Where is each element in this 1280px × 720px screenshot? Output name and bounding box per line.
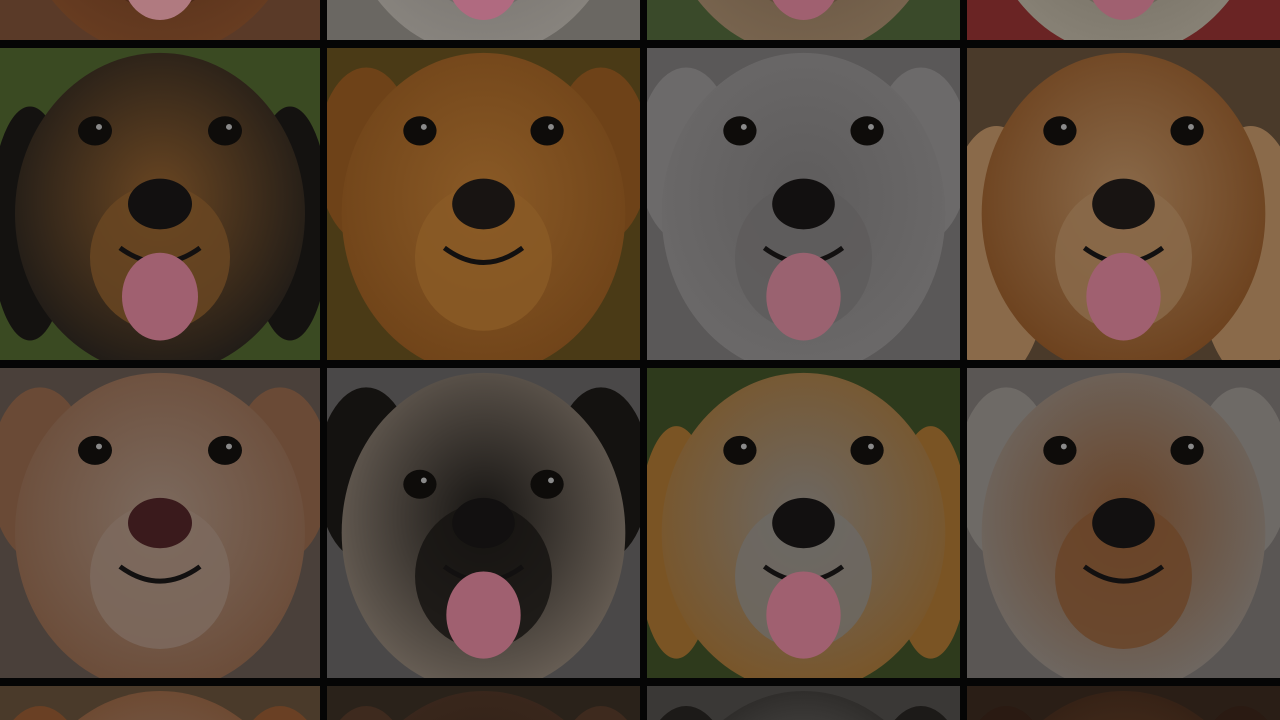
dog-face-illustration <box>967 686 1280 720</box>
dog-face-illustration <box>647 368 960 678</box>
dog-face-illustration <box>327 368 640 678</box>
dog-photo-tile <box>647 0 960 40</box>
dog-face-illustration <box>0 48 320 360</box>
dog-photo-tile <box>967 368 1280 678</box>
dog-photo-tile <box>327 48 640 360</box>
dog-photo-tile <box>967 686 1280 720</box>
dog-face-illustration <box>647 48 960 360</box>
dog-face-illustration <box>0 686 320 720</box>
dog-photo-tile <box>0 48 320 360</box>
dog-photo-tile <box>327 686 640 720</box>
dog-photo-tile <box>0 0 320 40</box>
dog-photo-tile <box>327 368 640 678</box>
dog-photo-tile <box>0 368 320 678</box>
dog-photo-tile <box>967 0 1280 40</box>
dog-face-illustration <box>967 0 1280 40</box>
dog-photo-tile <box>0 686 320 720</box>
dog-photo-tile <box>647 686 960 720</box>
dog-face-illustration <box>0 368 320 678</box>
dog-photo-tile <box>647 48 960 360</box>
dog-face-illustration <box>327 686 640 720</box>
dog-face-illustration <box>647 686 960 720</box>
dog-face-illustration <box>967 48 1280 360</box>
dog-face-illustration <box>967 368 1280 678</box>
dog-photo-tile <box>327 0 640 40</box>
dog-face-illustration <box>0 0 320 40</box>
dog-face-illustration <box>327 48 640 360</box>
dog-photo-tile <box>647 368 960 678</box>
dog-photo-tile <box>967 48 1280 360</box>
dog-face-illustration <box>647 0 960 40</box>
dog-face-illustration <box>327 0 640 40</box>
